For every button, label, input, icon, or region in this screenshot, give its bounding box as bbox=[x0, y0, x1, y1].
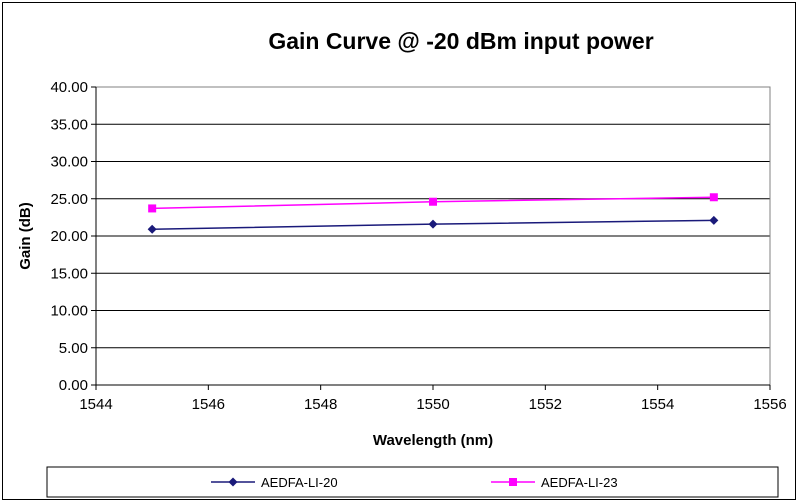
y-tick-label: 40.00 bbox=[50, 79, 88, 96]
x-tick-labels: 1544 1546 1548 1550 1552 1554 1556 bbox=[79, 396, 786, 413]
y-axis-label: Gain (dB) bbox=[17, 202, 34, 270]
y-tick-label: 25.00 bbox=[50, 191, 88, 208]
y-tick-labels: 0.00 5.00 10.00 15.00 20.00 25.00 30.00 35.00 40… bbox=[50, 79, 88, 394]
x-axis-label: Wavelength (nm) bbox=[373, 432, 493, 449]
data-point-diamond bbox=[228, 477, 238, 487]
data-point-square bbox=[148, 204, 157, 213]
data-point-diamond bbox=[147, 224, 157, 234]
y-tick-label: 10.00 bbox=[50, 303, 88, 320]
x-tick-label: 1552 bbox=[529, 396, 562, 413]
chart-svg: Gain Curve @ -20 dBm input power 0.00 5.0… bbox=[17, 28, 787, 498]
x-tick-label: 1556 bbox=[753, 396, 786, 413]
x-tick-label: 1550 bbox=[416, 396, 449, 413]
series-group bbox=[147, 193, 719, 234]
y-tick-label: 20.00 bbox=[50, 228, 88, 245]
y-tick-label: 15.00 bbox=[50, 265, 88, 282]
data-point-diamond bbox=[709, 215, 719, 225]
chart-title: Gain Curve @ -20 dBm input power bbox=[268, 28, 653, 54]
y-tick-label: 0.00 bbox=[59, 377, 88, 394]
data-point-diamond bbox=[428, 219, 438, 229]
legend-label: AEDFA-LI-23 bbox=[541, 475, 618, 490]
x-tick-label: 1554 bbox=[641, 396, 674, 413]
legend bbox=[46, 466, 779, 498]
axes bbox=[91, 86, 771, 390]
data-point-square bbox=[509, 478, 517, 486]
legend-items: AEDFA-LI-20 AEDFA-LI-23 bbox=[211, 475, 618, 490]
series-aedfa-li-20 bbox=[147, 215, 719, 234]
series-aedfa-li-23 bbox=[148, 193, 718, 213]
x-tick-label: 1544 bbox=[79, 396, 112, 413]
y-tick-label: 30.00 bbox=[50, 154, 88, 171]
legend-label: AEDFA-LI-20 bbox=[261, 475, 338, 490]
legend-item: AEDFA-LI-20 bbox=[211, 475, 338, 490]
x-tick-label: 1546 bbox=[192, 396, 225, 413]
data-point-square bbox=[429, 197, 437, 206]
x-tick-label: 1548 bbox=[304, 396, 337, 413]
data-point-square bbox=[709, 193, 718, 202]
y-tick-label: 5.00 bbox=[59, 340, 88, 357]
legend-item: AEDFA-LI-23 bbox=[491, 475, 618, 490]
gridlines bbox=[96, 86, 770, 349]
y-tick-label: 35.00 bbox=[50, 116, 88, 133]
